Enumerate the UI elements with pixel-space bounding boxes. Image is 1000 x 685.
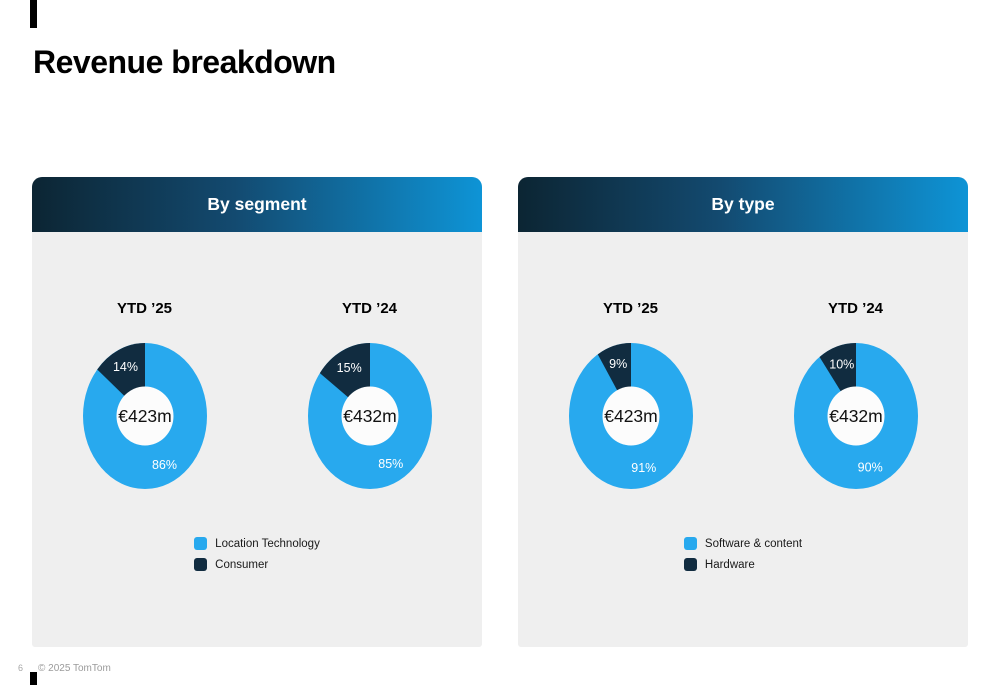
legend-by-type: Software & content Hardware xyxy=(518,537,968,571)
legend-label: Location Technology xyxy=(215,537,320,550)
panel-by-segment-title: By segment xyxy=(207,194,307,214)
panel-by-segment: By segment YTD ’25 86% 14% €423m YTD ’24 8… xyxy=(32,177,482,647)
svg-text:91%: 91% xyxy=(631,461,656,475)
donut-chart-type-ytd25: YTD ’25 91% 9% €423m xyxy=(518,300,743,491)
legend-swatch-blue xyxy=(683,537,697,550)
panel-by-type-header: By type xyxy=(518,177,968,232)
panel-by-segment-charts: YTD ’25 86% 14% €423m YTD ’24 85% 15% €432m xyxy=(32,300,482,491)
legend-by-segment: Location Technology Consumer xyxy=(32,537,482,571)
svg-text:85%: 85% xyxy=(378,457,403,471)
svg-text:90%: 90% xyxy=(857,460,882,474)
slide-crop-mark-top xyxy=(30,0,37,28)
svg-text:86%: 86% xyxy=(151,458,176,472)
legend-label: Software & content xyxy=(704,537,803,550)
svg-text:9%: 9% xyxy=(609,357,627,371)
svg-text:€432m: €432m xyxy=(343,406,397,426)
legend-label: Consumer xyxy=(215,558,269,571)
chart-title: YTD ’25 xyxy=(116,300,173,317)
svg-text:15%: 15% xyxy=(336,361,361,375)
chart-title: YTD ’25 xyxy=(602,300,659,317)
donut-type-ytd24: 90% 10% €432m xyxy=(793,343,918,489)
legend-item-hardware: Hardware xyxy=(683,558,802,571)
slide-crop-mark-bottom xyxy=(30,672,37,685)
page-title: Revenue breakdown xyxy=(33,44,336,80)
chart-title: YTD ’24 xyxy=(341,300,398,317)
legend-swatch-navy xyxy=(683,558,697,571)
legend-swatch-blue xyxy=(194,537,208,550)
page-number: 6 xyxy=(18,663,24,673)
panel-by-type-title: By type xyxy=(711,194,775,214)
svg-text:10%: 10% xyxy=(829,358,854,372)
svg-text:14%: 14% xyxy=(112,360,137,374)
svg-text:€432m: €432m xyxy=(829,406,883,426)
svg-text:€423m: €423m xyxy=(604,406,658,426)
panel-by-segment-header: By segment xyxy=(32,177,482,232)
donut-chart-segment-ytd25: YTD ’25 86% 14% €423m xyxy=(32,300,257,491)
donut-segment-ytd24: 85% 15% €432m xyxy=(307,343,432,489)
donut-type-ytd25: 91% 9% €423m xyxy=(568,343,693,489)
copyright-text: © 2025 TomTom xyxy=(38,663,111,674)
legend-item-location-technology: Location Technology xyxy=(194,537,320,550)
panel-by-type: By type YTD ’25 91% 9% €423m YTD ’24 90% 10… xyxy=(518,177,968,647)
slide-footer: 6 © 2025 TomTom xyxy=(0,663,1000,679)
donut-chart-segment-ytd24: YTD ’24 85% 15% €432m xyxy=(257,300,482,491)
legend-label: Hardware xyxy=(704,558,755,571)
panel-by-type-charts: YTD ’25 91% 9% €423m YTD ’24 90% 10% €432m xyxy=(518,300,968,491)
chart-title: YTD ’24 xyxy=(827,300,884,317)
legend-item-software-content: Software & content xyxy=(683,537,803,550)
donut-chart-type-ytd24: YTD ’24 90% 10% €432m xyxy=(743,300,968,491)
donut-segment-ytd25: 86% 14% €423m xyxy=(82,343,207,489)
legend-item-consumer: Consumer xyxy=(194,558,320,571)
legend-swatch-navy xyxy=(194,558,208,571)
svg-text:€423m: €423m xyxy=(118,406,172,426)
